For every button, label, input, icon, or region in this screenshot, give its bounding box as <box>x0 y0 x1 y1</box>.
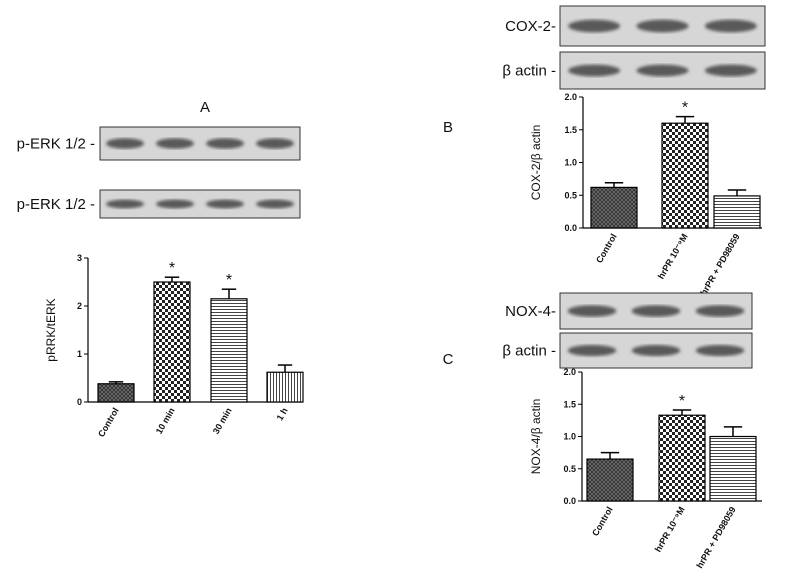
bar <box>586 458 634 502</box>
x-tick-label: hrPR + PD98059 <box>694 505 737 570</box>
y-tick-label: 2.0 <box>564 92 577 102</box>
significance-marker: * <box>679 393 685 410</box>
blot-label: β actin - <box>502 63 556 80</box>
x-tick-label: hrPR 10⁻⁹M <box>656 232 690 281</box>
significance-marker: * <box>682 100 688 117</box>
bar <box>709 435 757 502</box>
bar <box>713 195 761 229</box>
blot-band <box>695 305 745 317</box>
y-tick-label: 0.5 <box>564 190 577 200</box>
bar <box>658 414 706 502</box>
blot-band <box>256 138 294 149</box>
bar <box>153 281 191 403</box>
blot-band <box>695 344 745 357</box>
x-tick-label: 10 min <box>154 406 177 436</box>
y-axis-label: pRRK/tERK <box>44 298 58 361</box>
blot-label: p-ERK 1/2 - <box>17 196 95 213</box>
panel-label: C <box>443 351 454 368</box>
blot-band <box>256 199 294 209</box>
y-tick-label: 1.0 <box>563 432 576 442</box>
y-tick-label: 0.5 <box>563 464 576 474</box>
bar <box>97 383 135 403</box>
x-tick-label: 30 min <box>211 406 234 436</box>
x-tick-label: hrPR 10⁻⁹M <box>653 505 687 554</box>
x-tick-label: Control <box>590 505 615 538</box>
bar <box>661 122 709 229</box>
panel-label: A <box>200 99 210 116</box>
y-tick-label: 2.0 <box>563 367 576 377</box>
blot-band <box>704 64 757 77</box>
blot-band <box>106 138 144 149</box>
bar <box>210 298 248 403</box>
y-tick-label: 1.0 <box>564 158 577 168</box>
y-axis-label: COX-2/β actin <box>529 125 543 201</box>
y-tick-label: 0.0 <box>563 496 576 506</box>
y-tick-label: 0.0 <box>564 223 577 233</box>
blot-band <box>206 199 244 209</box>
blot-band <box>156 199 194 209</box>
y-tick-label: 0 <box>77 397 82 407</box>
y-axis-label: NOX-4/β actin <box>529 399 543 475</box>
blot-band <box>206 138 244 149</box>
blot-band <box>704 19 757 33</box>
blot-label: COX-2- <box>505 18 556 35</box>
x-tick-label: Control <box>96 406 121 439</box>
x-tick-label: hrPR + PD98059 <box>698 232 741 297</box>
y-tick-label: 1 <box>77 349 82 359</box>
blot-label: p-ERK 1/2 - <box>17 136 95 153</box>
blot-label: NOX-4- <box>505 303 556 320</box>
bar <box>266 371 304 403</box>
blot-band <box>568 19 621 33</box>
blot-band <box>636 19 689 33</box>
blot-band <box>106 199 144 209</box>
y-tick-label: 2 <box>77 301 82 311</box>
blot-band <box>631 344 681 357</box>
x-tick-label: Control <box>594 232 619 265</box>
blot-label: β actin - <box>502 343 556 360</box>
panel-label: B <box>443 119 453 136</box>
y-tick-label: 3 <box>77 253 82 263</box>
blot-band <box>636 64 689 77</box>
significance-marker: * <box>169 260 175 277</box>
significance-marker: * <box>226 272 232 289</box>
x-tick-label: 1 h <box>275 406 290 422</box>
bar <box>590 186 638 229</box>
blot-band <box>567 305 617 317</box>
y-tick-label: 1.5 <box>563 399 576 409</box>
blot-band <box>568 64 621 77</box>
blot-band <box>567 344 617 357</box>
blot-band <box>631 305 681 317</box>
blot-band <box>156 138 194 149</box>
y-tick-label: 1.5 <box>564 125 577 135</box>
